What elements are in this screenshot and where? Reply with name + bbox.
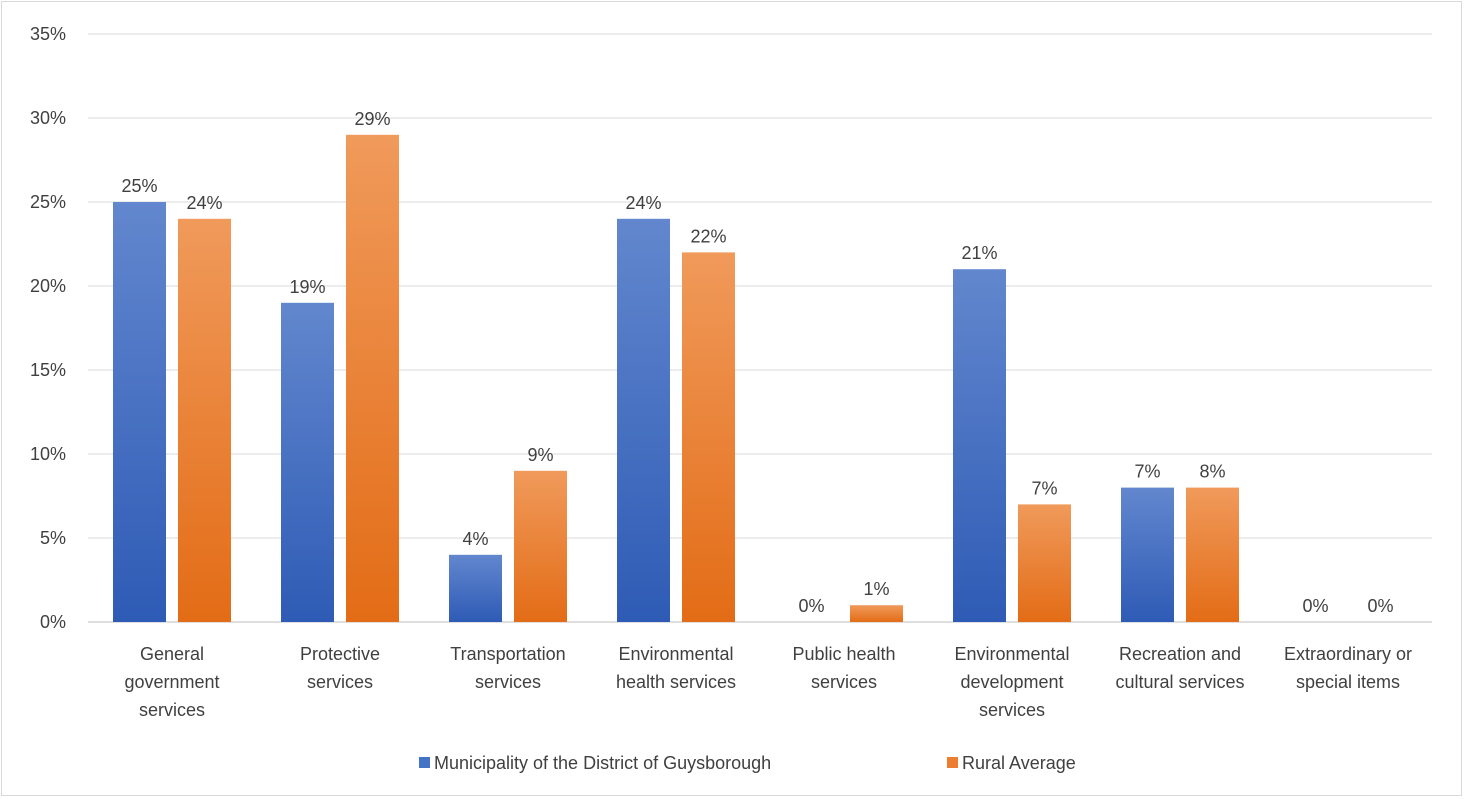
x-category-label: cultural services xyxy=(1115,672,1244,692)
data-labels: 25% 24% 19% 29% 4% 9% 24% 22% 0% 1% 21% 7% 7% 8% 0% 0% xyxy=(121,109,1393,616)
y-axis-tick-labels: 0% 5% 10% 15% 20% 25% 30% 35% xyxy=(30,24,66,632)
data-label: 9% xyxy=(527,445,553,465)
data-label: 0% xyxy=(1367,596,1393,616)
bar-rural-average xyxy=(682,252,735,622)
x-category-label: services xyxy=(811,672,877,692)
data-label: 24% xyxy=(186,193,222,213)
y-tick-label: 25% xyxy=(30,192,66,212)
legend-label: Municipality of the District of Guysboro… xyxy=(434,753,771,773)
bar-guysborough xyxy=(113,202,166,622)
x-category-label: health services xyxy=(616,672,736,692)
data-label: 8% xyxy=(1199,462,1225,482)
bar-guysborough xyxy=(1121,487,1174,622)
x-category-label: Recreation and xyxy=(1119,644,1241,664)
legend-swatch xyxy=(419,757,430,768)
x-category-label: Environmental xyxy=(618,644,733,664)
x-axis-category-labels: General government services Protective servi… xyxy=(124,644,1412,720)
x-category-label: development xyxy=(960,672,1063,692)
x-category-label: services xyxy=(307,672,373,692)
data-label: 7% xyxy=(1134,462,1160,482)
bar-guysborough xyxy=(617,218,670,623)
y-tick-label: 15% xyxy=(30,360,66,380)
x-category-label: services xyxy=(475,672,541,692)
x-category-label: Transportation xyxy=(450,644,565,664)
data-label: 19% xyxy=(289,277,325,297)
y-tick-label: 0% xyxy=(40,612,66,632)
data-label: 22% xyxy=(690,226,726,246)
x-category-label: services xyxy=(139,700,205,720)
x-category-label: Environmental xyxy=(954,644,1069,664)
data-label: 0% xyxy=(1302,596,1328,616)
bar-rural-average xyxy=(1018,504,1071,622)
x-category-label: General xyxy=(140,644,204,664)
y-tick-label: 10% xyxy=(30,444,66,464)
x-category-label: government xyxy=(124,672,219,692)
x-category-label: special items xyxy=(1296,672,1400,692)
bar-rural-average xyxy=(514,470,567,622)
y-tick-label: 35% xyxy=(30,24,66,44)
legend-swatch xyxy=(947,757,958,768)
y-tick-label: 30% xyxy=(30,108,66,128)
data-label: 24% xyxy=(625,193,661,213)
data-label: 25% xyxy=(121,176,157,196)
bar-rural-average xyxy=(178,218,231,623)
data-label: 1% xyxy=(863,579,889,599)
y-tick-label: 20% xyxy=(30,276,66,296)
x-category-label: Extraordinary or xyxy=(1284,644,1412,664)
x-category-label: Public health xyxy=(792,644,895,664)
data-label: 4% xyxy=(462,529,488,549)
bar-rural-average xyxy=(850,605,903,622)
bar-guysborough xyxy=(449,554,502,622)
data-label: 7% xyxy=(1031,478,1057,498)
x-category-label: Protective xyxy=(300,644,380,664)
bar-guysborough xyxy=(281,302,334,622)
data-label: 29% xyxy=(354,109,390,129)
bars xyxy=(113,134,1239,623)
legend-label: Rural Average xyxy=(962,753,1076,773)
bar-rural-average xyxy=(346,134,399,623)
data-label: 0% xyxy=(798,596,824,616)
data-label: 21% xyxy=(961,243,997,263)
bar-rural-average xyxy=(1186,487,1239,622)
x-category-label: services xyxy=(979,700,1045,720)
bar-guysborough xyxy=(953,269,1006,622)
legend: Municipality of the District of Guysboro… xyxy=(419,753,1076,773)
y-tick-label: 5% xyxy=(40,528,66,548)
